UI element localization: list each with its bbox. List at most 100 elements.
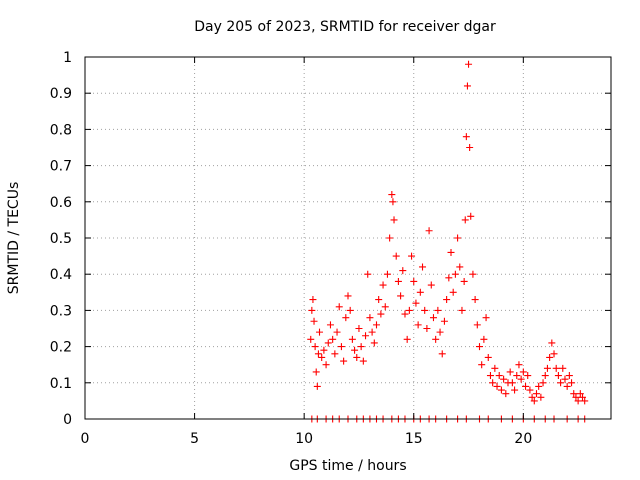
data-point	[473, 321, 481, 329]
data-point	[447, 248, 455, 256]
x-tick-label: 15	[405, 431, 423, 447]
data-point	[535, 382, 543, 390]
data-point	[401, 310, 409, 318]
data-point	[449, 288, 457, 296]
y-tick-label: 0.3	[50, 303, 72, 319]
data-point	[524, 372, 532, 380]
data-point	[316, 328, 324, 336]
data-point	[546, 353, 554, 361]
y-tick-label: 0.9	[50, 86, 72, 102]
data-point	[312, 368, 320, 376]
data-point	[539, 379, 547, 387]
data-point	[340, 357, 348, 365]
data-point	[359, 357, 367, 365]
x-tick-label: 10	[295, 431, 313, 447]
data-point	[561, 375, 569, 383]
data-point	[508, 379, 516, 387]
data-point	[484, 353, 492, 361]
data-point	[320, 346, 328, 354]
data-point	[412, 299, 420, 307]
data-point	[541, 372, 549, 380]
data-point	[326, 321, 334, 329]
data-point	[469, 270, 477, 278]
data-point	[362, 332, 370, 340]
y-tick-label: 0.6	[50, 195, 72, 211]
data-point	[451, 270, 459, 278]
data-point	[337, 343, 345, 351]
data-point	[324, 339, 332, 347]
data-point	[329, 335, 337, 343]
data-point	[458, 306, 466, 314]
y-tick-label: 0.7	[50, 159, 72, 175]
grid-lines	[85, 57, 611, 419]
data-point	[370, 339, 378, 347]
data-point	[497, 386, 505, 394]
data-points	[307, 60, 589, 423]
data-point	[425, 227, 433, 235]
data-point	[480, 335, 488, 343]
data-point	[394, 277, 402, 285]
data-point	[322, 361, 330, 369]
data-point	[537, 393, 545, 401]
data-point	[397, 292, 405, 300]
data-point	[476, 343, 483, 351]
data-point	[318, 353, 326, 361]
data-point	[454, 234, 462, 242]
data-point	[552, 364, 560, 372]
data-point	[383, 270, 391, 278]
data-point	[432, 335, 440, 343]
data-point	[311, 343, 319, 351]
data-point	[466, 144, 474, 151]
data-point	[491, 364, 499, 372]
data-point	[390, 216, 398, 224]
data-point	[532, 390, 540, 398]
data-point	[550, 350, 558, 358]
data-point	[528, 393, 536, 401]
data-point	[530, 397, 538, 405]
data-point	[351, 346, 359, 354]
data-point	[563, 382, 571, 390]
data-point	[331, 350, 339, 358]
data-point	[386, 234, 394, 242]
data-point	[375, 296, 383, 304]
data-point	[438, 350, 446, 358]
data-point	[559, 364, 567, 372]
data-point	[309, 296, 317, 304]
data-point	[335, 303, 343, 311]
data-point	[579, 393, 587, 401]
data-point	[342, 314, 350, 322]
data-point	[348, 335, 356, 343]
data-point	[554, 372, 562, 380]
data-point	[500, 375, 508, 383]
data-point	[576, 390, 584, 398]
data-point	[346, 306, 354, 314]
data-point	[314, 350, 322, 358]
data-point	[471, 296, 479, 304]
data-point	[366, 314, 374, 322]
data-point	[574, 397, 582, 405]
data-point	[408, 252, 416, 260]
data-point	[456, 263, 464, 271]
data-point	[381, 303, 389, 311]
data-point	[460, 277, 468, 285]
data-point	[313, 382, 321, 390]
data-point	[429, 314, 437, 322]
data-point	[410, 277, 418, 285]
chart-title: Day 205 of 2023, SRMTID for receiver dga…	[194, 19, 496, 35]
data-point	[440, 317, 448, 325]
plot-frame	[84, 56, 612, 420]
data-point	[445, 274, 453, 282]
y-tick-label: 0.5	[50, 231, 72, 247]
data-point	[344, 292, 352, 300]
data-point	[581, 397, 589, 405]
x-tick-label: 5	[190, 431, 199, 447]
data-point	[519, 368, 527, 376]
data-point	[307, 335, 315, 343]
data-point	[502, 390, 510, 398]
data-point	[308, 306, 316, 314]
x-tick-label: 20	[514, 431, 532, 447]
data-point	[513, 372, 521, 380]
data-point	[517, 375, 525, 383]
data-point	[526, 386, 534, 394]
